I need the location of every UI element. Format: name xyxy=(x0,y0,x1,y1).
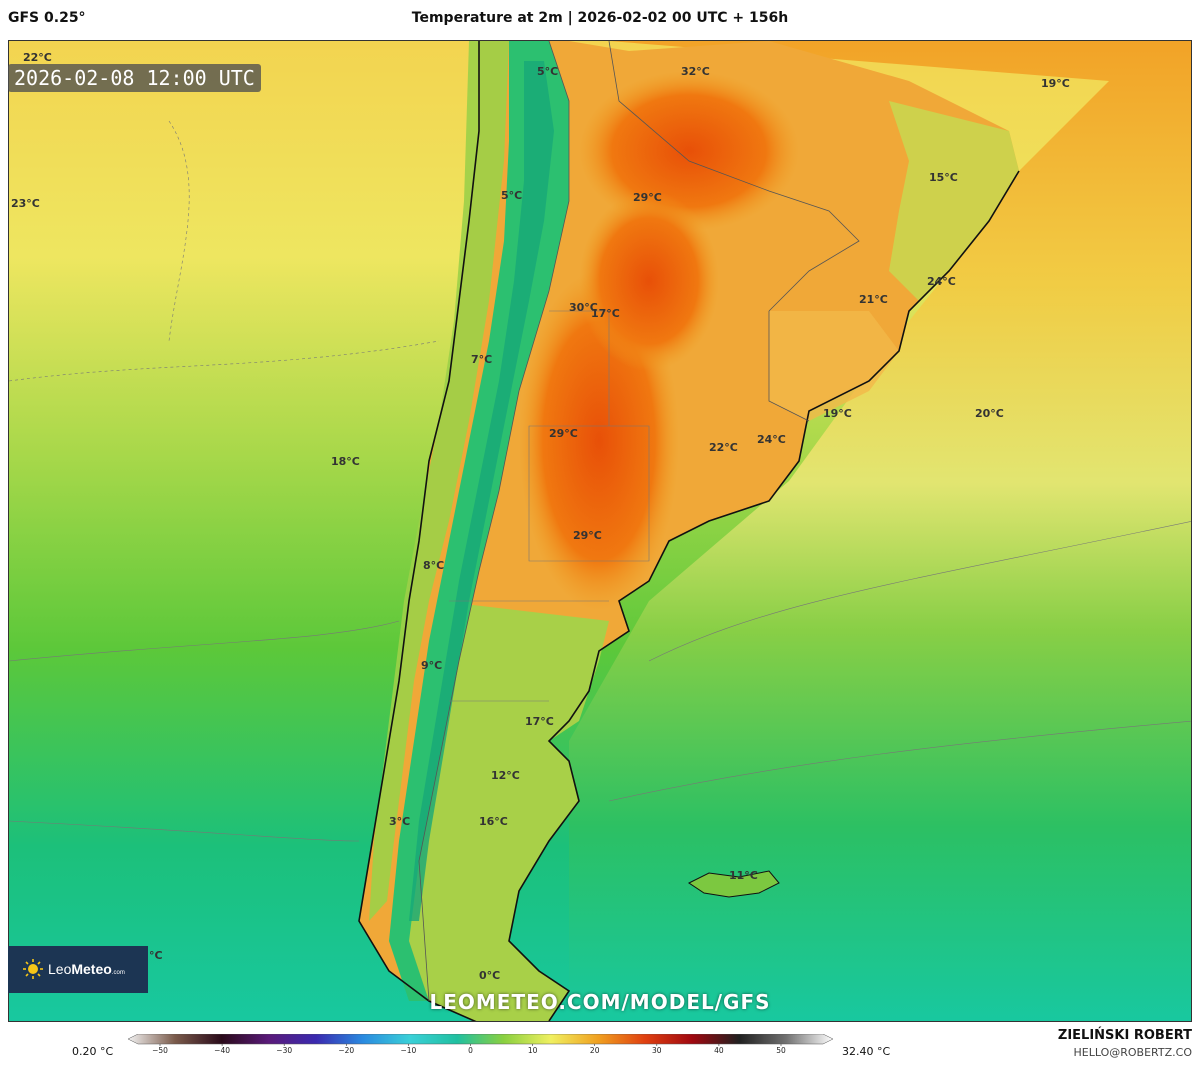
east-coastline xyxy=(508,170,1020,1021)
temp-label: 22°C xyxy=(23,51,52,64)
temp-label: 29°C xyxy=(549,427,578,440)
scale-max-label: 32.40 °C xyxy=(842,1045,891,1058)
model-name: GFS 0.25° xyxy=(8,10,86,26)
temp-label: 24°C xyxy=(757,433,786,446)
colorbar-tick-label: 20 xyxy=(590,1046,600,1054)
leometeo-logo[interactable]: LeoMeteo.com xyxy=(8,946,148,993)
isotherm-2 xyxy=(9,620,400,662)
colorbar-tick-label: −40 xyxy=(214,1046,230,1054)
temp-label: 21°C xyxy=(859,293,888,306)
sun-icon xyxy=(23,959,43,979)
scale-min-label: 0.20 °C xyxy=(72,1045,114,1058)
isotherm-3 xyxy=(9,820,360,842)
chile-argentina-border xyxy=(418,41,570,1002)
temp-label: 18°C xyxy=(331,455,360,468)
temp-label: 16°C xyxy=(479,815,508,828)
colorbar-ticks: −50 −40 −30 −20 −10 0 10 20 30 40 50 xyxy=(152,1044,786,1054)
northern-borders xyxy=(608,41,860,312)
temp-label: 17°C xyxy=(591,307,620,320)
hot-zone-north xyxy=(579,71,799,231)
temperature-colorbar: −50 −40 −30 −20 −10 0 10 20 30 40 50 xyxy=(128,1034,833,1054)
valid-time-badge: 2026-02-08 12:00 UTC xyxy=(8,64,261,92)
colorbar-tick-label: −50 xyxy=(152,1046,168,1054)
colorbar-tick-label: −30 xyxy=(276,1046,292,1054)
colorbar-tick-label: −20 xyxy=(338,1046,354,1054)
temp-label: 23°C xyxy=(11,197,40,210)
isotherm-5 xyxy=(608,720,1191,802)
temp-label: 29°C xyxy=(633,191,662,204)
author-email: HELLO@ROBERTZ.CO xyxy=(1073,1046,1192,1059)
uruguay-border xyxy=(768,311,810,422)
brazil-highlands xyxy=(889,101,1019,301)
temp-label: 24°C xyxy=(927,275,956,288)
temp-label: 22°C xyxy=(709,441,738,454)
temperature-map[interactable]: 22°C 23°C 5°C 5°C 32°C 19°C 15°C 29°C 30… xyxy=(8,40,1192,1022)
site-watermark: LEOMETEO.COM/MODEL/GFS xyxy=(429,990,771,1014)
isotherm-6 xyxy=(168,120,190,342)
chile-coast xyxy=(369,41,509,921)
map-title: Temperature at 2m | 2026-02-02 00 UTC + … xyxy=(411,10,789,26)
hot-zone-chaco xyxy=(579,191,719,371)
colorbar-tick-label: 30 xyxy=(652,1046,662,1054)
temp-label: 11°C xyxy=(729,869,758,882)
colorbar-tick-label: 10 xyxy=(528,1046,538,1054)
colorbar-tick-label: 0 xyxy=(468,1046,473,1054)
temp-label: 19°C xyxy=(823,407,852,420)
temp-label: 30°C xyxy=(569,301,598,314)
colorbar-tick-label: 40 xyxy=(714,1046,724,1054)
temp-label: 7°C xyxy=(471,353,493,366)
temp-label: 3°C xyxy=(389,815,411,828)
temp-label: 5°C xyxy=(537,65,559,78)
patagonia xyxy=(409,601,609,1021)
west-coastline xyxy=(358,41,480,1021)
temp-label: 15°C xyxy=(929,171,958,184)
author-name: ZIELIŃSKI ROBERT xyxy=(1057,1028,1192,1043)
atlantic-ocean xyxy=(569,41,1191,1021)
falkland-islands xyxy=(688,870,780,898)
temp-label: 8°C xyxy=(423,559,445,572)
temp-label: °C xyxy=(149,949,163,962)
province-boundaries xyxy=(449,310,650,702)
andes-crest xyxy=(409,61,554,921)
colorbar-tick-label: 50 xyxy=(776,1046,786,1054)
colorbar-strip xyxy=(128,1034,833,1045)
temp-label: 29°C xyxy=(573,529,602,542)
colorbar-tick-label: −10 xyxy=(400,1046,416,1054)
temp-label: 0°C xyxy=(479,969,501,982)
isotherm-4 xyxy=(648,521,1191,662)
logo-wordmark: LeoMeteo.com xyxy=(48,961,125,977)
temp-label: 32°C xyxy=(681,65,710,78)
temp-label: 5°C xyxy=(501,189,523,202)
temp-label: 20°C xyxy=(975,407,1004,420)
temp-label: 12°C xyxy=(491,769,520,782)
uruguay-region xyxy=(769,311,899,421)
temp-label: 9°C xyxy=(421,659,443,672)
temp-label: 17°C xyxy=(525,715,554,728)
temp-label: 19°C xyxy=(1041,77,1070,90)
map-canvas xyxy=(9,41,1191,1021)
